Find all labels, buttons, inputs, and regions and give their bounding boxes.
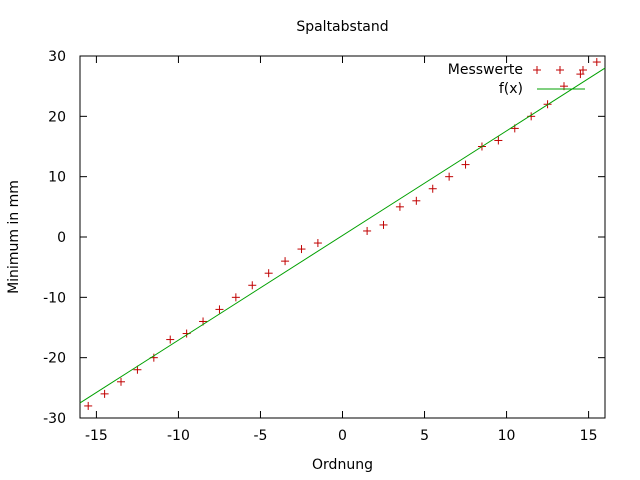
data-point bbox=[133, 365, 142, 374]
data-point bbox=[215, 305, 224, 314]
data-point bbox=[461, 160, 470, 169]
data-point bbox=[281, 257, 290, 266]
y-axis-title: Minimum in mm bbox=[6, 180, 22, 294]
data-point bbox=[395, 202, 404, 211]
x-tick-label: 0 bbox=[338, 428, 347, 444]
x-axis-title: Ordnung bbox=[312, 457, 373, 473]
legend-label-messwerte: Messwerte bbox=[448, 62, 523, 78]
series-layer bbox=[79, 58, 606, 410]
legend-sample-messwerte bbox=[533, 66, 541, 74]
data-point bbox=[313, 239, 322, 248]
data-point bbox=[445, 172, 454, 181]
legend-sample-messwerte bbox=[579, 66, 587, 74]
data-point bbox=[592, 58, 601, 67]
data-point bbox=[297, 245, 306, 254]
legend-sample-messwerte bbox=[556, 66, 564, 74]
legend: Messwerte f(x) bbox=[448, 62, 587, 97]
axis-ticks: -15 -10 -5 0 5 10 15 -30 -20 -10 0 10 20 30 bbox=[43, 49, 605, 444]
x-tick-label: -10 bbox=[167, 428, 190, 444]
y-tick-label: 10 bbox=[48, 170, 66, 186]
y-tick-label: -10 bbox=[43, 290, 66, 306]
data-point bbox=[428, 184, 437, 193]
data-point bbox=[84, 401, 93, 410]
x-tick-label: -5 bbox=[253, 428, 267, 444]
fit-line bbox=[79, 67, 606, 404]
data-point bbox=[117, 377, 126, 386]
data-point bbox=[412, 196, 421, 205]
x-tick-label: 15 bbox=[580, 428, 598, 444]
chart-title: Spaltabstand bbox=[296, 19, 388, 35]
data-point bbox=[100, 389, 109, 398]
plot-frame bbox=[79, 55, 606, 419]
data-point bbox=[363, 226, 372, 235]
x-tick-label: 5 bbox=[420, 428, 429, 444]
data-point bbox=[248, 281, 257, 290]
x-tick-label: -15 bbox=[85, 428, 108, 444]
legend-label-fx: f(x) bbox=[499, 81, 523, 97]
y-tick-label: 20 bbox=[48, 109, 66, 125]
data-point bbox=[576, 70, 585, 79]
data-point bbox=[264, 269, 273, 278]
data-point bbox=[494, 136, 503, 145]
y-tick-label: -30 bbox=[43, 411, 66, 427]
y-tick-label: 0 bbox=[57, 230, 66, 246]
data-point bbox=[231, 293, 240, 302]
data-point bbox=[379, 220, 388, 229]
data-point bbox=[166, 335, 175, 344]
y-tick-label: 30 bbox=[48, 49, 66, 65]
x-tick-label: 10 bbox=[498, 428, 516, 444]
y-tick-label: -20 bbox=[43, 351, 66, 367]
